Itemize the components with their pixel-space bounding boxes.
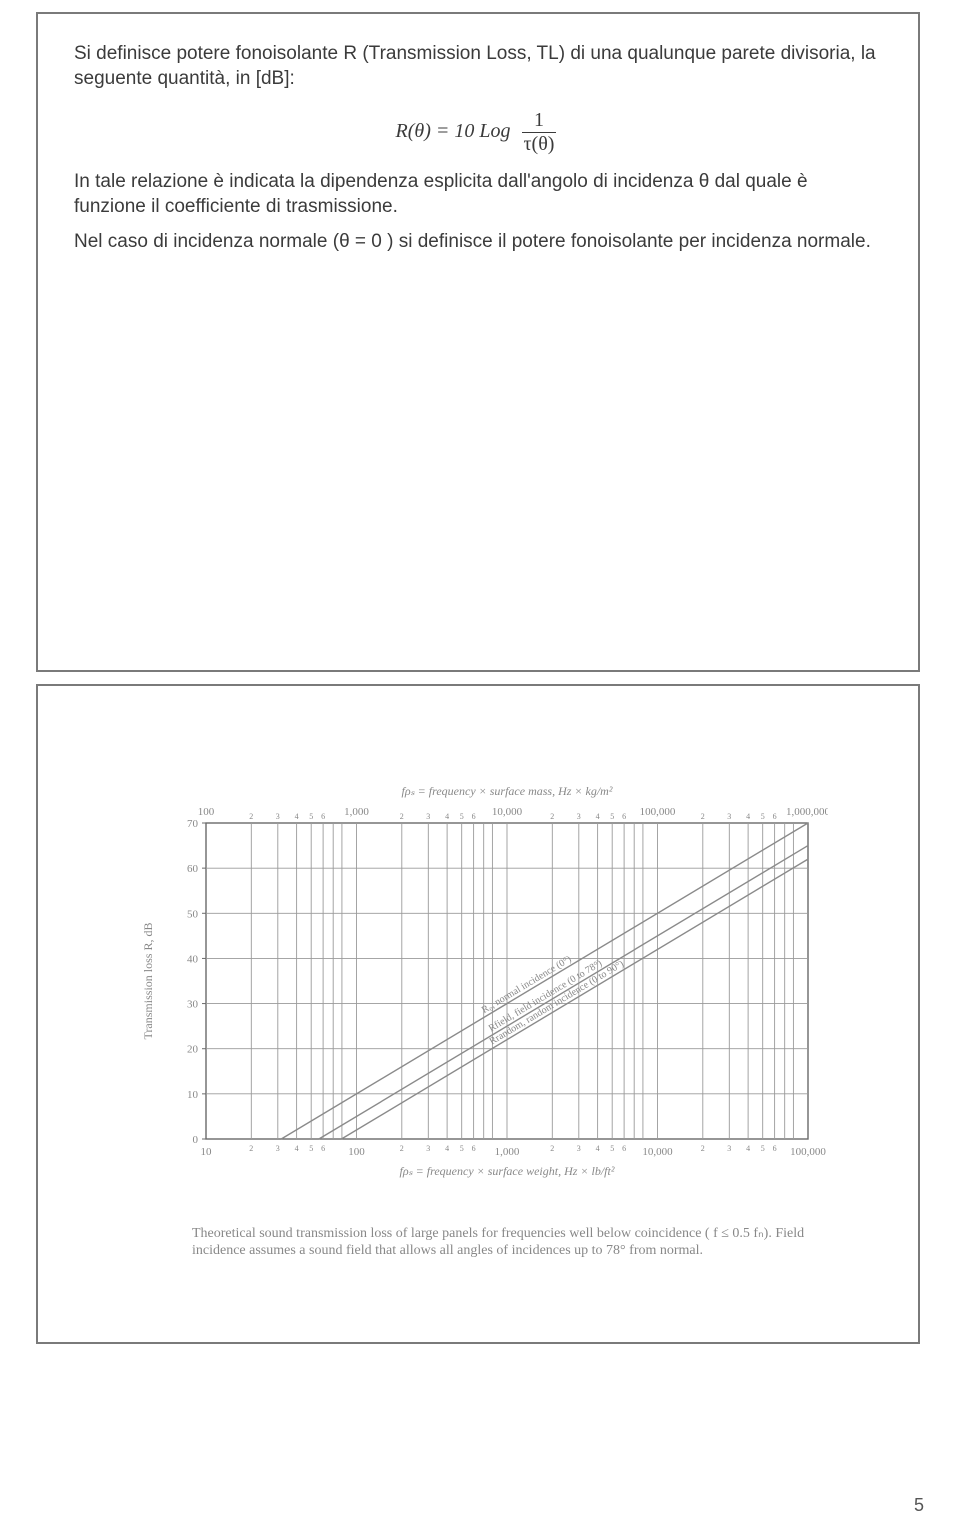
paragraph-1: Si definisce potere fonoisolante R (Tran…: [74, 42, 878, 91]
svg-text:2: 2: [701, 1144, 705, 1153]
svg-text:40: 40: [187, 953, 199, 965]
svg-text:100: 100: [198, 806, 215, 818]
svg-text:1,000: 1,000: [495, 1146, 520, 1158]
svg-text:6: 6: [622, 1144, 626, 1153]
svg-text:10,000: 10,000: [642, 1146, 673, 1158]
svg-text:50: 50: [187, 908, 199, 920]
svg-text:4: 4: [746, 1144, 750, 1153]
svg-text:5: 5: [610, 812, 614, 821]
svg-text:2: 2: [701, 812, 705, 821]
svg-text:2: 2: [249, 812, 253, 821]
formula-denominator: τ(θ): [522, 133, 557, 156]
svg-text:2: 2: [550, 812, 554, 821]
svg-text:Transmission loss R, dB: Transmission loss R, dB: [141, 922, 155, 1039]
svg-text:10: 10: [187, 1088, 199, 1100]
svg-text:2: 2: [400, 1144, 404, 1153]
transmission-loss-chart: 0102030405060701023456100234561,00023456…: [128, 779, 828, 1219]
svg-text:5: 5: [309, 1144, 313, 1153]
svg-text:4: 4: [295, 812, 299, 821]
svg-text:4: 4: [445, 812, 449, 821]
svg-text:fρₛ = frequency × surface mass: fρₛ = frequency × surface mass, Hz × kg/…: [402, 784, 613, 798]
slide-2: 0102030405060701023456100234561,00023456…: [36, 684, 920, 1344]
formula-numerator: 1: [522, 109, 557, 133]
formula-fraction: 1 τ(θ): [522, 109, 557, 156]
svg-text:5: 5: [309, 812, 313, 821]
svg-text:6: 6: [622, 812, 626, 821]
svg-text:60: 60: [187, 863, 199, 875]
svg-text:3: 3: [276, 812, 280, 821]
svg-text:5: 5: [460, 1144, 464, 1153]
svg-text:3: 3: [727, 812, 731, 821]
svg-text:2: 2: [249, 1144, 253, 1153]
svg-text:100,000: 100,000: [790, 1146, 826, 1158]
svg-text:3: 3: [727, 1144, 731, 1153]
svg-text:4: 4: [295, 1144, 299, 1153]
svg-text:6: 6: [321, 1144, 325, 1153]
svg-text:70: 70: [187, 818, 199, 830]
svg-text:3: 3: [426, 812, 430, 821]
svg-text:1,000: 1,000: [344, 806, 369, 818]
svg-text:5: 5: [460, 812, 464, 821]
svg-text:20: 20: [187, 1043, 199, 1055]
svg-text:fρₛ = frequency × surface weig: fρₛ = frequency × surface weight, Hz × l…: [400, 1164, 615, 1178]
formula: R(θ) = 10 Log 1 τ(θ): [74, 109, 878, 156]
svg-text:6: 6: [773, 1144, 777, 1153]
svg-text:6: 6: [321, 812, 325, 821]
slide-1: Si definisce potere fonoisolante R (Tran…: [36, 12, 920, 672]
svg-text:5: 5: [761, 812, 765, 821]
svg-text:4: 4: [596, 1144, 600, 1153]
svg-text:4: 4: [596, 812, 600, 821]
svg-text:3: 3: [577, 812, 581, 821]
svg-text:5: 5: [761, 1144, 765, 1153]
paragraph-2: In tale relazione è indicata la dipenden…: [74, 170, 878, 219]
svg-text:10: 10: [201, 1146, 213, 1158]
svg-text:6: 6: [472, 1144, 476, 1153]
paragraph-3: Nel caso di incidenza normale (θ = 0 ) s…: [74, 230, 878, 255]
chart-caption: Theoretical sound transmission loss of l…: [192, 1225, 818, 1260]
svg-text:4: 4: [746, 812, 750, 821]
svg-text:6: 6: [472, 812, 476, 821]
svg-text:3: 3: [577, 1144, 581, 1153]
svg-text:3: 3: [426, 1144, 430, 1153]
page-number: 5: [914, 1495, 924, 1516]
svg-text:3: 3: [276, 1144, 280, 1153]
formula-lhs: R(θ) = 10 Log: [396, 120, 511, 142]
svg-text:4: 4: [445, 1144, 449, 1153]
svg-text:30: 30: [187, 998, 199, 1010]
svg-text:100,000: 100,000: [640, 806, 676, 818]
svg-text:100: 100: [348, 1146, 365, 1158]
svg-text:2: 2: [400, 812, 404, 821]
svg-text:10,000: 10,000: [492, 806, 523, 818]
svg-text:1,000,000: 1,000,000: [786, 806, 828, 818]
svg-text:5: 5: [610, 1144, 614, 1153]
svg-text:0: 0: [193, 1134, 199, 1146]
svg-text:6: 6: [773, 812, 777, 821]
svg-text:2: 2: [550, 1144, 554, 1153]
